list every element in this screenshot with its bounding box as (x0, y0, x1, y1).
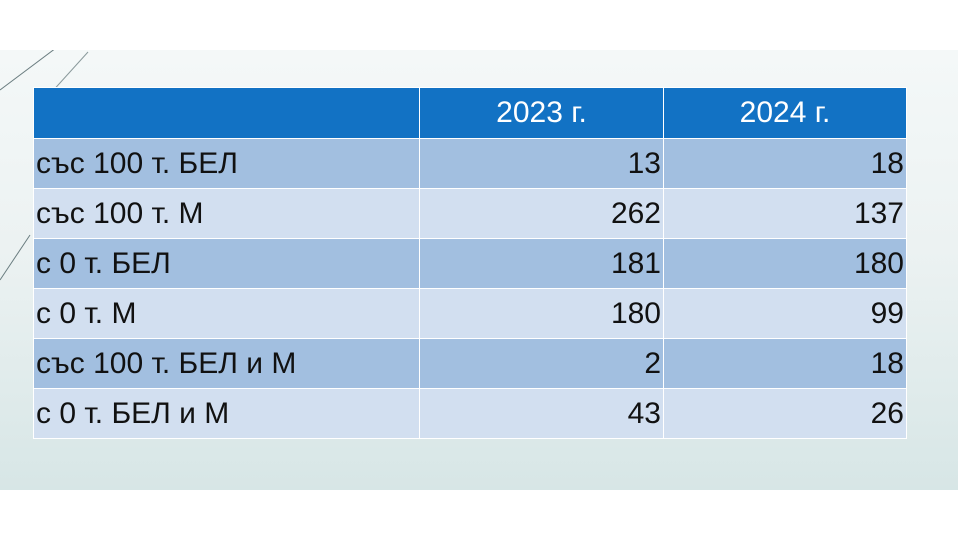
table-row: с 0 т. М 180 99 (33, 288, 907, 339)
table-row: с 0 т. БЕЛ 181 180 (33, 238, 907, 289)
value-2024: 137 (663, 188, 907, 239)
table-row: със 100 т. М 262 137 (33, 188, 907, 239)
row-label: с 0 т. БЕЛ и М (33, 388, 420, 439)
value-2023: 43 (419, 388, 664, 439)
value-2023: 180 (419, 288, 664, 339)
row-label: със 100 т. БЕЛ и М (33, 338, 420, 389)
row-label: със 100 т. М (33, 188, 420, 239)
value-2024: 18 (663, 138, 907, 189)
header-2023: 2023 г. (419, 87, 664, 139)
value-2023: 2 (419, 338, 664, 389)
value-2023: 262 (419, 188, 664, 239)
value-2023: 13 (419, 138, 664, 189)
header-label-cell (33, 87, 420, 139)
header-2024: 2024 г. (663, 87, 907, 139)
table-header-row: 2023 г. 2024 г. (33, 87, 907, 139)
slide: 2023 г. 2024 г. със 100 т. БЕЛ 13 18 със… (0, 50, 958, 490)
row-label: с 0 т. М (33, 288, 420, 339)
table-row: със 100 т. БЕЛ и М 2 18 (33, 338, 907, 389)
value-2024: 99 (663, 288, 907, 339)
value-2023: 181 (419, 238, 664, 289)
table-row: със 100 т. БЕЛ 13 18 (33, 138, 907, 189)
row-label: с 0 т. БЕЛ (33, 238, 420, 289)
results-table: 2023 г. 2024 г. със 100 т. БЕЛ 13 18 със… (33, 87, 907, 439)
value-2024: 26 (663, 388, 907, 439)
value-2024: 18 (663, 338, 907, 389)
value-2024: 180 (663, 238, 907, 289)
row-label: със 100 т. БЕЛ (33, 138, 420, 189)
table-row: с 0 т. БЕЛ и М 43 26 (33, 388, 907, 439)
